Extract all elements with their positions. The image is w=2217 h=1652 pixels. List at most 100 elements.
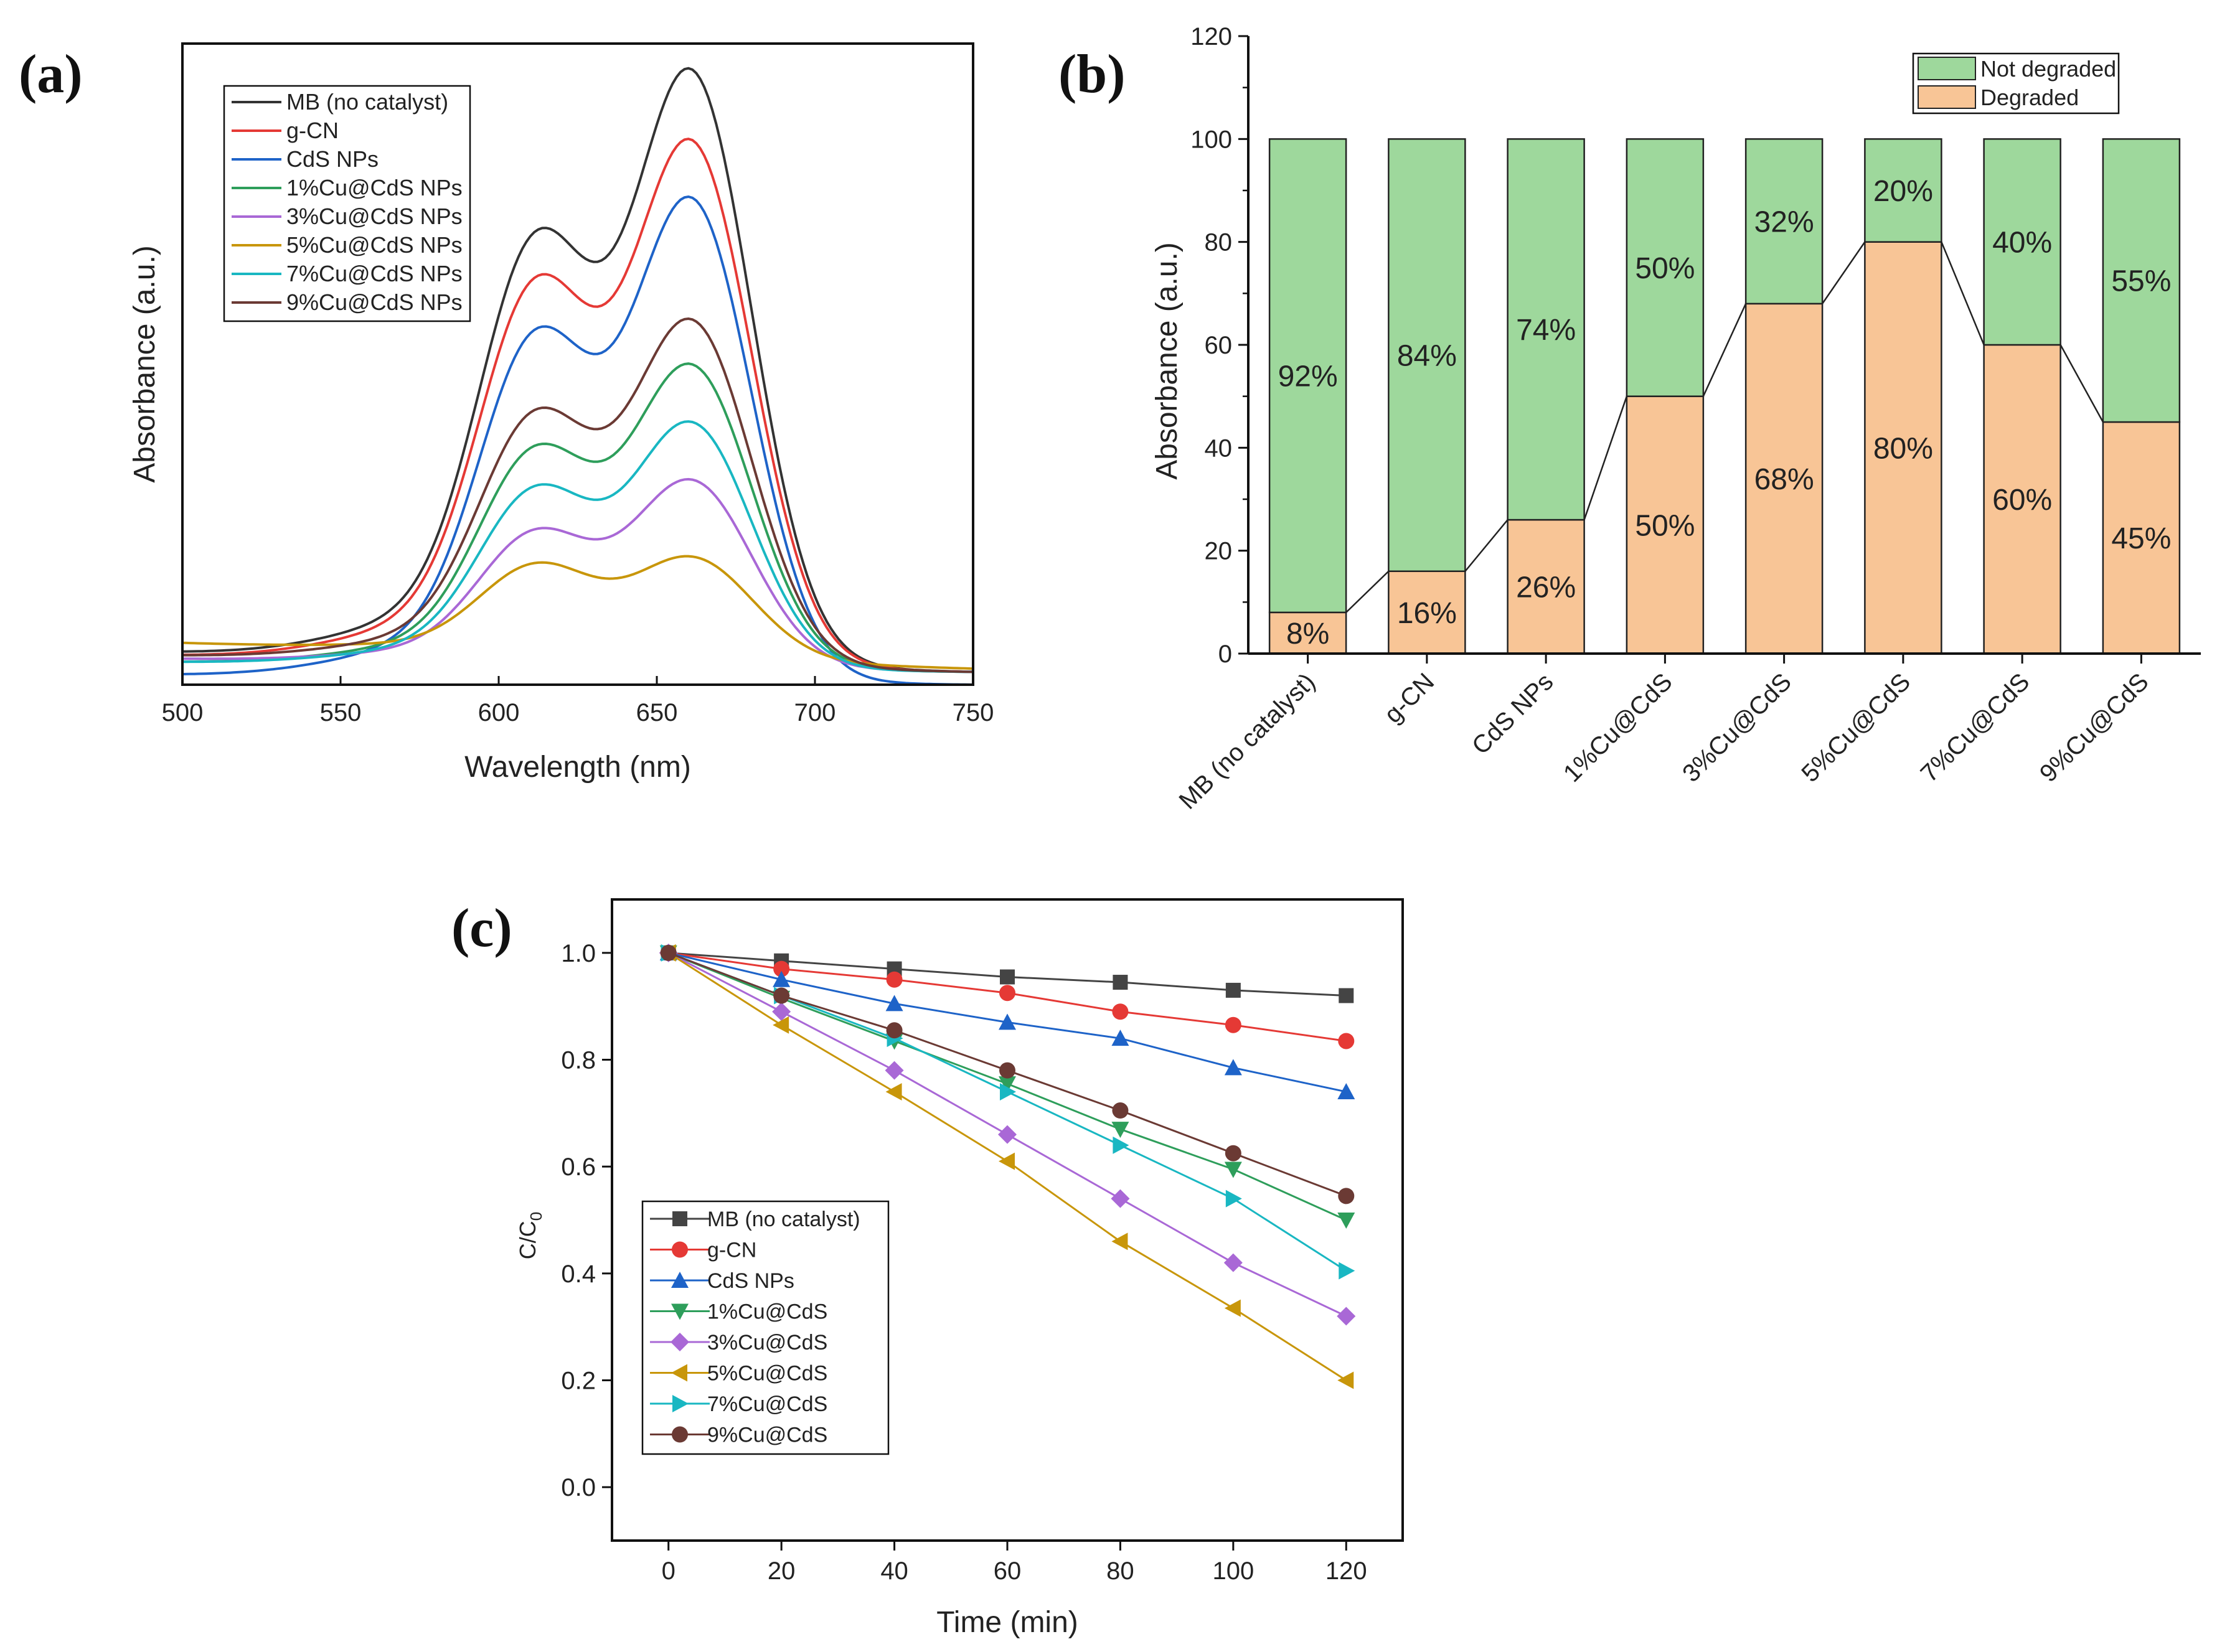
data-point-5-cu-cds-20	[773, 1016, 789, 1034]
legend-label-3-cu-cds: 3%Cu@CdS	[707, 1331, 827, 1354]
data-point-1-cu-cds-60	[999, 1076, 1016, 1093]
legend-label-g-cn: g-CN	[707, 1239, 756, 1262]
data-point-7-cu-cds-100	[1225, 1190, 1242, 1208]
panel-a-lines	[182, 67, 974, 686]
x-tick-label-40: 40	[880, 1557, 908, 1585]
x-tick-label-5-cu-cds: 5%Cu@CdS	[1796, 668, 1916, 787]
bar-label-not-degraded-5-cu-cds: 20%	[1873, 175, 1933, 208]
legend-label-9-cu-cds: 9%Cu@CdS	[707, 1424, 827, 1447]
bar-not-degraded-mb-no-catalyst	[1268, 138, 1347, 614]
data-point-cds-nps-60	[999, 1013, 1016, 1030]
legend-box	[641, 1200, 890, 1455]
x-tick-label-1-cu-cds: 1%Cu@CdS	[1558, 668, 1678, 787]
legend-label-1-cu-cds: 1%Cu@CdS	[707, 1300, 827, 1324]
y-tick-label-80: 80	[1205, 229, 1233, 256]
panel-b-bars: 8% 92% 16% 84% 26% 74% 50% 50% 68% 32% 80% 20% 60% 40…	[1268, 138, 2181, 655]
data-point-7-cu-cds-60	[1000, 1083, 1016, 1101]
data-point-9-cu-cds-80	[1112, 1102, 1129, 1119]
bar-not-degraded-9-cu-cds	[2102, 138, 2181, 423]
data-point-5-cu-cds-60	[999, 1152, 1015, 1170]
x-tick-label-60: 60	[994, 1557, 1022, 1585]
panel-c-legend: MB (no catalyst) g-CN CdS NPs 1%Cu@CdS 3%Cu@…	[641, 1200, 890, 1455]
legend-label-3-cu-cds-nps: 3%Cu@CdS NPs	[286, 204, 463, 229]
legend-marker-1-cu-cds	[671, 1303, 689, 1320]
legend-label-not-degraded: Not degraded	[1980, 56, 2116, 82]
bar-not-degraded-5-cu-cds	[1864, 138, 1942, 243]
y-tick-label-100: 100	[1190, 126, 1232, 153]
legend-label-mb-no-catalyst: MB (no catalyst)	[707, 1208, 860, 1231]
data-point-g-cn-60	[999, 985, 1015, 1002]
x-tick-label-20: 20	[768, 1557, 796, 1585]
y-tick-label-60: 60	[1205, 332, 1233, 359]
bar-not-degraded-7-cu-cds	[1983, 138, 2061, 346]
legend-marker-cds-nps	[671, 1272, 689, 1288]
bar-degraded-3-cu-cds	[1744, 303, 1824, 655]
bar-label-degraded-mb-no-catalyst: 8%	[1286, 617, 1329, 650]
bar-label-not-degraded-g-cn: 84%	[1397, 340, 1457, 373]
legend-label-7-cu-cds-nps: 7%Cu@CdS NPs	[286, 261, 463, 286]
bar-label-degraded-9-cu-cds: 45%	[2111, 522, 2171, 555]
x-tick-label-100: 100	[1212, 1557, 1254, 1585]
y-tick-label-1: 0.2	[561, 1368, 596, 1395]
data-point-mb-no-catalyst-60	[1000, 969, 1015, 985]
data-point-g-cn-40	[886, 971, 903, 988]
panel-b: (b) 8% 92% 16% 84% 26% 74% 50% 50% 68% 32% 80% 20% 6…	[1058, 23, 2201, 815]
data-point-g-cn-120	[1338, 1033, 1355, 1049]
spectrum-line-9-cu-cds-nps	[182, 317, 974, 673]
bar-not-degraded-3-cu-cds	[1744, 138, 1824, 305]
x-tick-label-mb-no-catalyst: MB (no catalyst)	[1174, 668, 1320, 814]
y-tick-label-0: 0.0	[561, 1474, 596, 1501]
data-point-9-cu-cds-0	[660, 944, 677, 961]
x-tick-label-7-cu-cds: 7%Cu@CdS	[1916, 668, 2035, 787]
bar-label-degraded-cds-nps: 26%	[1516, 571, 1576, 604]
x-tick-label-9-cu-cds: 9%Cu@CdS	[2035, 668, 2154, 787]
bar-label-not-degraded-cds-nps: 74%	[1516, 314, 1576, 347]
legend-marker-mb-no-catalyst	[672, 1211, 687, 1226]
legend-marker-g-cn	[672, 1241, 688, 1258]
bar-degraded-g-cn	[1388, 570, 1466, 655]
legend-label-7-cu-cds: 7%Cu@CdS	[707, 1392, 827, 1416]
data-point-9-cu-cds-20	[773, 987, 790, 1004]
bar-label-degraded-g-cn: 16%	[1397, 597, 1457, 630]
bar-label-degraded-3-cu-cds: 68%	[1754, 463, 1814, 496]
data-point-cds-nps-100	[1224, 1059, 1242, 1076]
spectrum-line-1-cu-cds-nps	[182, 362, 974, 673]
legend-label-5-cu-cds: 5%Cu@CdS	[707, 1362, 827, 1386]
legend-marker-3-cu-cds	[671, 1333, 689, 1351]
bar-label-not-degraded-9-cu-cds: 55%	[2111, 265, 2171, 298]
panel-a-legend: MB (no catalyst) g-CN CdS NPs 1%Cu@CdS NPs 3…	[223, 85, 471, 322]
x-tick-label-650: 650	[636, 699, 678, 726]
data-point-5-cu-cds-100	[1224, 1299, 1241, 1317]
bar-label-not-degraded-mb-no-catalyst: 92%	[1278, 360, 1338, 393]
x-tick-label-80: 80	[1106, 1557, 1134, 1585]
legend-marker-7-cu-cds	[672, 1395, 689, 1412]
legend-label-cds-nps: CdS NPs	[707, 1269, 794, 1293]
panel-b-label: (b)	[1058, 44, 1126, 105]
data-point-cds-nps-40	[885, 995, 903, 1011]
data-point-cds-nps-80	[1111, 1030, 1129, 1046]
legend-label-5-cu-cds-nps: 5%Cu@CdS NPs	[286, 232, 463, 258]
y-tick-label-5: 1.0	[561, 940, 596, 967]
bar-label-degraded-7-cu-cds: 60%	[1992, 484, 2052, 517]
y-tick-label-20: 20	[1205, 538, 1233, 565]
panel-a-frame	[181, 42, 974, 686]
legend-label-g-cn: g-CN	[286, 118, 339, 143]
bar-label-not-degraded-3-cu-cds: 32%	[1754, 206, 1814, 239]
data-point-7-cu-cds-120	[1339, 1262, 1355, 1280]
data-point-mb-no-catalyst-120	[1339, 988, 1354, 1003]
data-point-cds-nps-20	[773, 970, 791, 987]
x-tick-label-500: 500	[162, 699, 204, 726]
panel-c: (c) 0 20 40 60 80 100 120 0.0 0.2 0.4 0.6 0.8 1.0 Ti…	[451, 898, 1404, 1639]
data-point-9-cu-cds-100	[1225, 1145, 1241, 1162]
panel-c-series	[659, 943, 1356, 1389]
data-point-3-cu-cds-80	[1111, 1189, 1130, 1208]
legend-label-cds-nps: CdS NPs	[286, 146, 379, 172]
spectrum-line-7-cu-cds-nps	[182, 420, 974, 673]
data-point-g-cn-80	[1112, 1003, 1129, 1020]
data-point-1-cu-cds-120	[1337, 1213, 1355, 1229]
legend-swatch-degraded	[1918, 85, 1976, 109]
spectrum-line-5-cu-cds-nps	[182, 555, 974, 670]
data-point-mb-no-catalyst-100	[1225, 982, 1241, 998]
data-point-g-cn-20	[773, 960, 790, 977]
